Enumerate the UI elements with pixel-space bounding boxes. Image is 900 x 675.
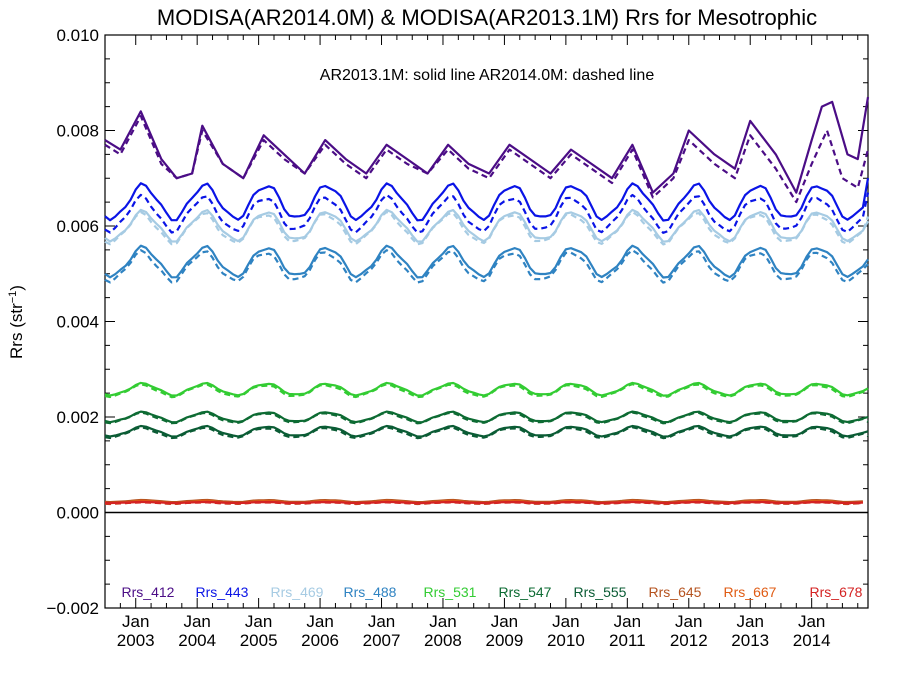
legend-Rrs_667: Rrs_667 — [724, 584, 777, 600]
plot-area: −0.0020.0000.0020.0040.0060.0080.010Jan2… — [47, 26, 870, 650]
x-tick-year: 2013 — [731, 631, 769, 650]
series-line-Rrs_488-dashed — [104, 249, 869, 284]
y-tick-label: 0.004 — [56, 313, 99, 332]
x-tick-month: Jan — [183, 612, 210, 631]
series-line-Rrs_469-dashed — [104, 210, 870, 246]
x-tick-month: Jan — [122, 612, 149, 631]
plot-frame — [104, 34, 869, 609]
x-tick-month: Jan — [798, 612, 825, 631]
series-line-Rrs_555-solid — [104, 424, 869, 438]
x-tick-month: Jan — [306, 612, 333, 631]
x-tick-year: 2012 — [670, 631, 708, 650]
legend-Rrs_412: Rrs_412 — [122, 584, 175, 600]
series-line-Rrs_443-solid — [104, 178, 870, 222]
x-tick-year: 2003 — [117, 631, 155, 650]
x-tick-year: 2014 — [793, 631, 831, 650]
chart-title: MODISA(AR2014.0M) & MODISA(AR2013.1M) Rr… — [157, 5, 817, 30]
y-tick-label: 0.008 — [56, 122, 99, 141]
series-line-Rrs_547-dashed — [104, 411, 869, 425]
series-line-Rrs_469-solid — [104, 208, 869, 243]
x-tick-year: 2011 — [609, 631, 646, 650]
legend-Rrs_488: Rrs_488 — [344, 584, 397, 600]
legend-Rrs_469: Rrs_469 — [271, 584, 324, 600]
x-tick-month: Jan — [491, 612, 518, 631]
legend-Rrs_443: Rrs_443 — [196, 584, 249, 600]
legend-Rrs_531: Rrs_531 — [424, 584, 477, 600]
series-line-Rrs_555-dashed — [104, 426, 869, 440]
y-tick-label: 0.010 — [56, 26, 99, 45]
series-line-Rrs_531-solid — [104, 381, 869, 397]
y-tick-label: −0.002 — [47, 599, 99, 618]
x-tick-month: Jan — [675, 612, 702, 631]
y-tick-label: 0.006 — [56, 217, 99, 236]
x-tick-month: Jan — [737, 612, 764, 631]
x-tick-month: Jan — [614, 612, 641, 631]
x-tick-year: 2008 — [424, 631, 462, 650]
x-tick-year: 2004 — [178, 631, 216, 650]
series-line-Rrs_531-dashed — [104, 383, 869, 399]
x-tick-year: 2007 — [363, 631, 401, 650]
series-line-Rrs_678-dashed — [104, 501, 863, 505]
series-line-Rrs_412-solid — [104, 96, 870, 194]
y-tick-label: 0.002 — [56, 408, 99, 427]
x-tick-year: 2005 — [240, 631, 278, 650]
x-tick-month: Jan — [245, 612, 272, 631]
x-tick-year: 2010 — [547, 631, 585, 650]
legend-Rrs_645: Rrs_645 — [649, 584, 702, 600]
series-line-Rrs_443-dashed — [104, 192, 870, 234]
chart-subtitle: AR2013.1M: solid line AR2014.0M: dashed … — [320, 67, 655, 84]
x-tick-month: Jan — [552, 612, 579, 631]
x-tick-year: 2009 — [486, 631, 524, 650]
legend-Rrs_678: Rrs_678 — [810, 584, 863, 600]
series-line-Rrs_412-dashed — [104, 115, 870, 204]
series-line-Rrs_488-solid — [104, 244, 869, 279]
x-tick-year: 2006 — [301, 631, 339, 650]
series-line-Rrs_547-solid — [104, 410, 869, 424]
legend-Rrs_555: Rrs_555 — [574, 584, 627, 600]
x-tick-month: Jan — [368, 612, 395, 631]
x-tick-month: Jan — [429, 612, 456, 631]
y-tick-label: 0.000 — [56, 504, 99, 523]
y-axis-label: Rrs (str−1) — [7, 285, 26, 359]
legend-Rrs_547: Rrs_547 — [499, 584, 552, 600]
